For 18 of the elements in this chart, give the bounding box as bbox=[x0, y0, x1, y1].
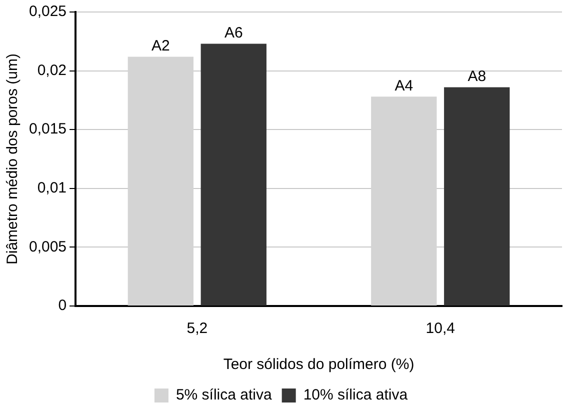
legend-label: 5% sílica ativa bbox=[176, 386, 272, 404]
data-label: A8 bbox=[468, 68, 486, 85]
data-label: A6 bbox=[224, 24, 243, 42]
legend-label: 10% sílica ativa bbox=[303, 386, 408, 404]
y-tick-label: 0 bbox=[58, 297, 67, 314]
y-tick-label: 0,005 bbox=[28, 238, 67, 256]
x-axis-title: Teor sólidos do polímero (%) bbox=[223, 356, 414, 374]
y-axis-title: Diâmetro médio dos poros (um) bbox=[4, 54, 22, 264]
y-tick-label: 0,02 bbox=[37, 62, 67, 79]
y-tick-label: 0,015 bbox=[28, 120, 67, 138]
data-label: A2 bbox=[151, 37, 170, 54]
x-tick-label: 10,4 bbox=[426, 320, 455, 338]
bar bbox=[444, 87, 510, 306]
y-tick-label: 0,025 bbox=[28, 3, 67, 20]
x-tick-label: 5,2 bbox=[186, 320, 208, 338]
y-tick-label: 0,01 bbox=[37, 180, 67, 197]
data-label: A4 bbox=[394, 77, 414, 94]
bar bbox=[200, 44, 266, 306]
